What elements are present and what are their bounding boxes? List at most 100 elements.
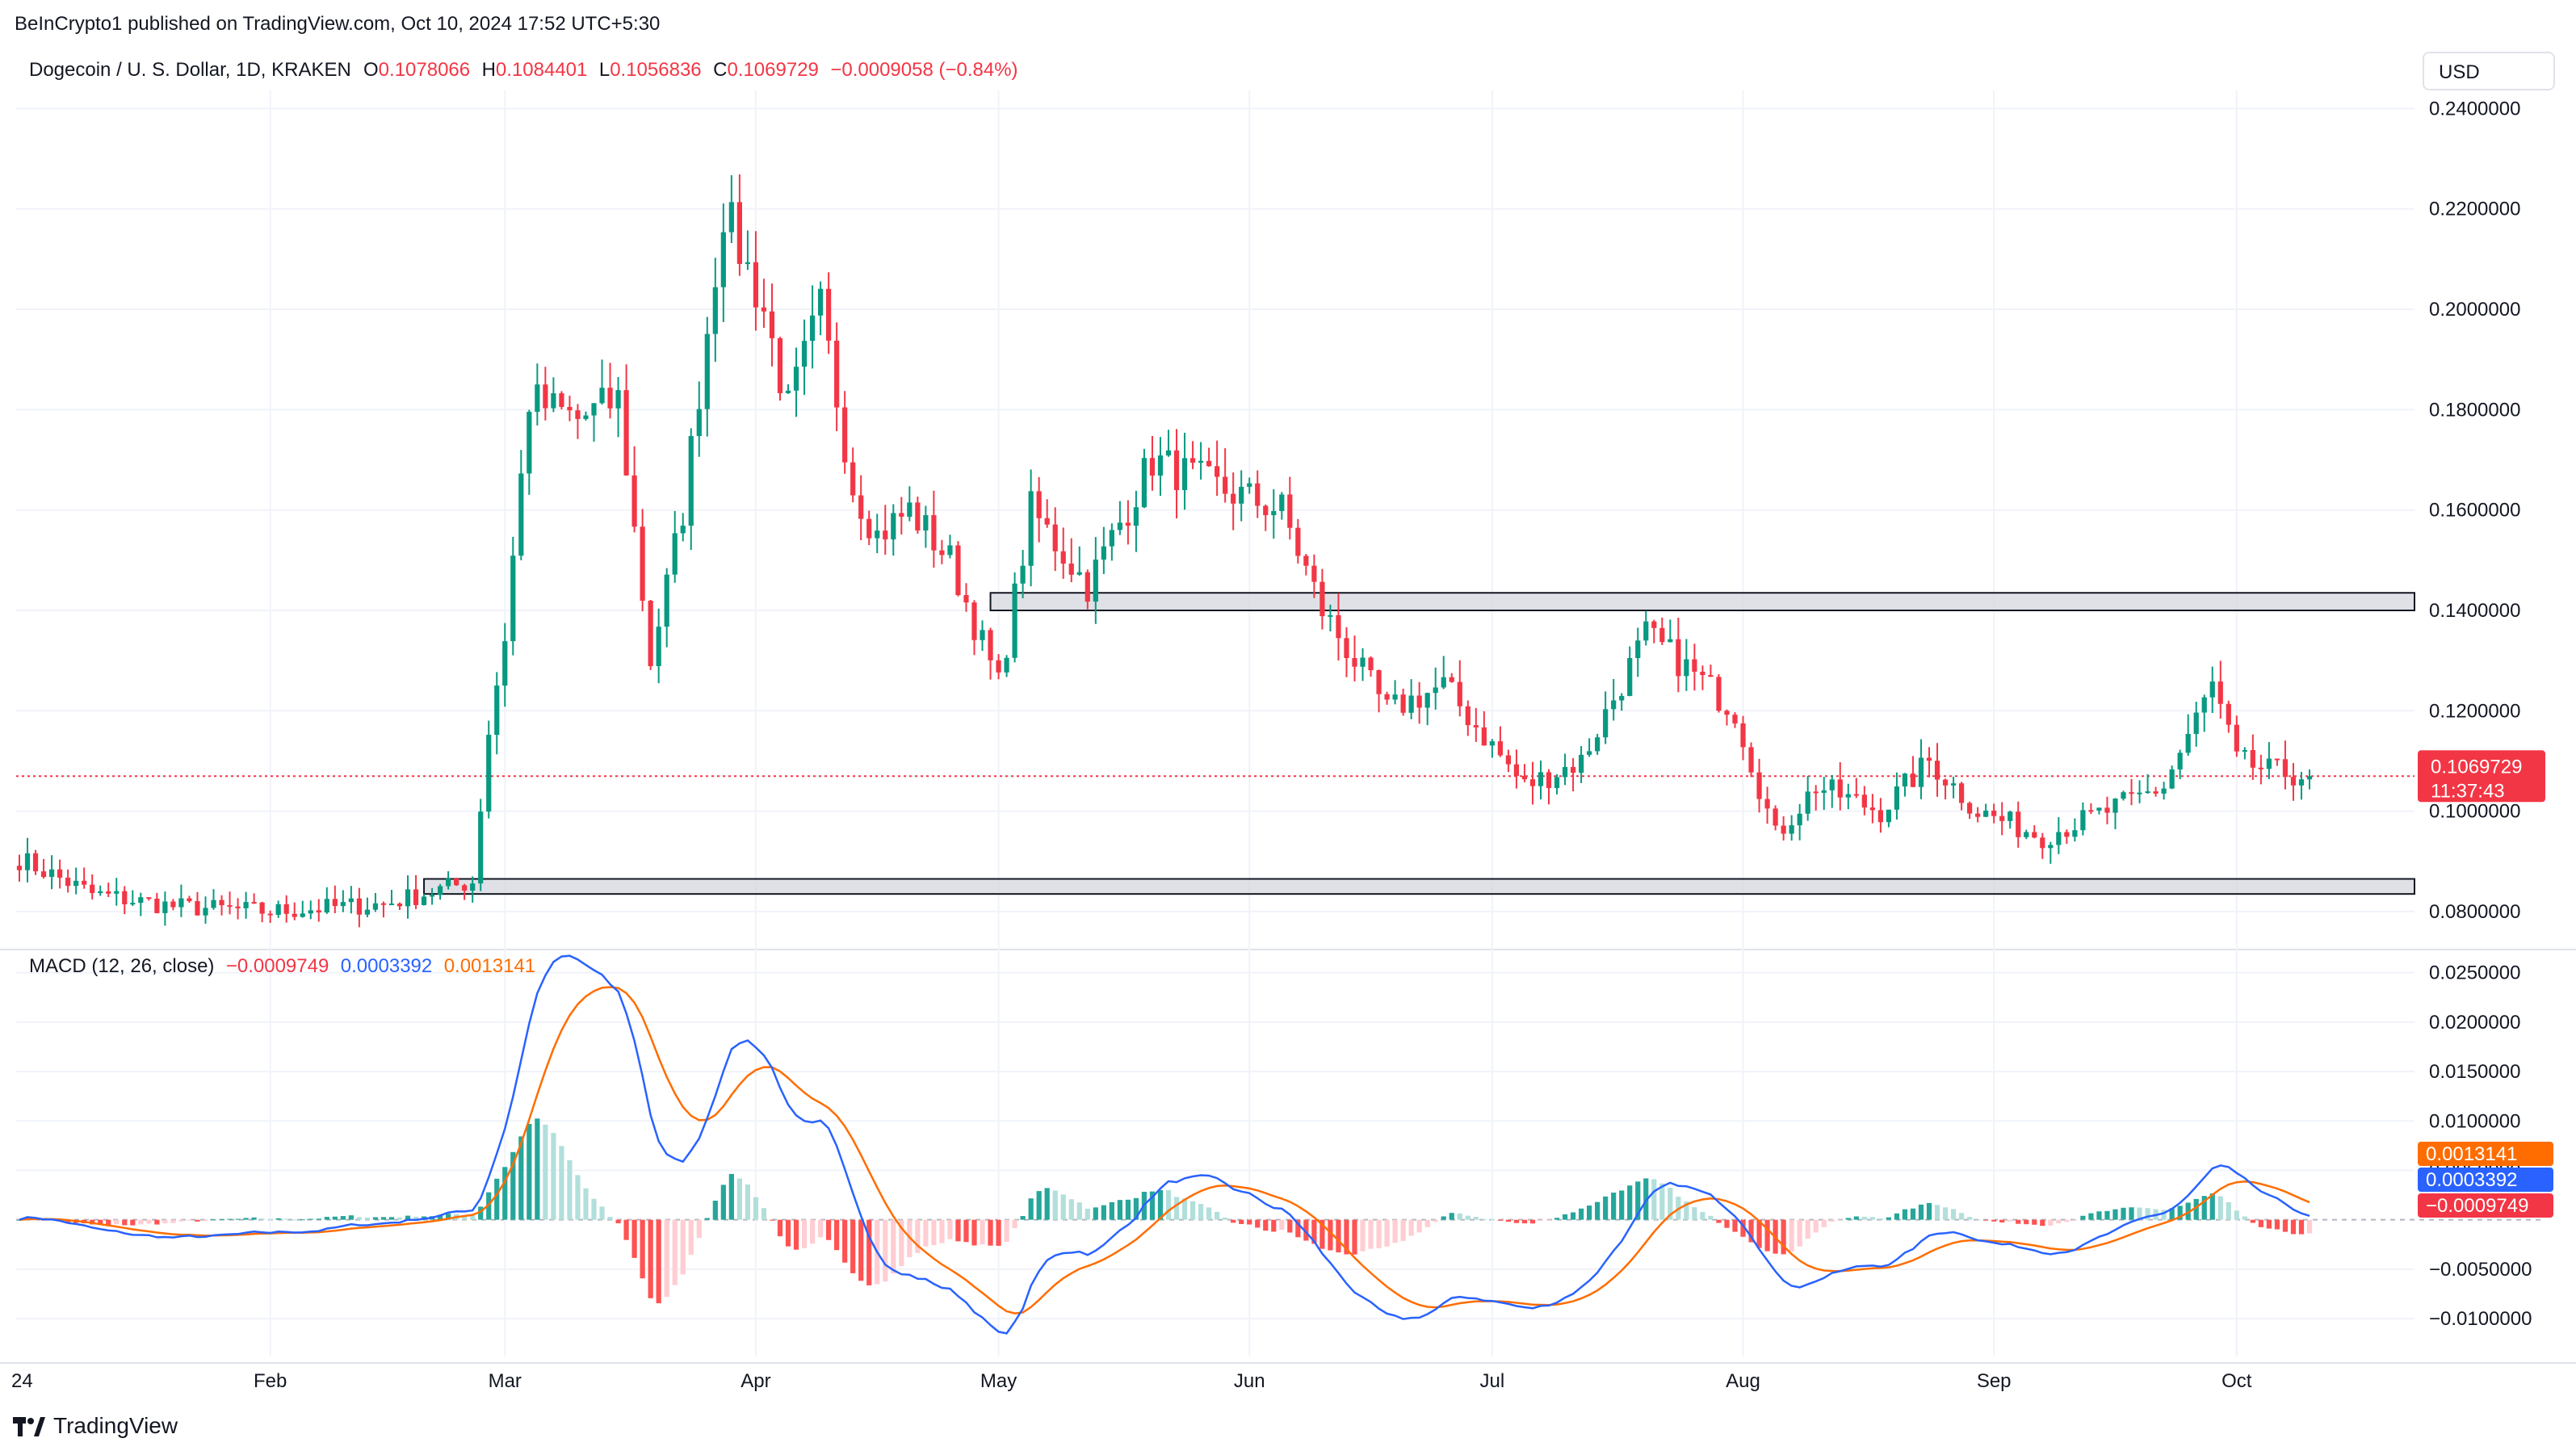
candle-body	[1036, 491, 1042, 518]
macd-histogram-bar	[324, 1217, 329, 1220]
price-tick-label: 0.2400000	[2429, 98, 2520, 120]
macd-histogram-bar	[146, 1219, 152, 1224]
macd-histogram-bar	[1805, 1219, 1810, 1239]
candle-body	[761, 307, 767, 312]
candle-body	[1764, 799, 1770, 809]
candle-body	[259, 902, 265, 914]
candle-body	[801, 341, 808, 367]
macd-histogram-bar	[396, 1217, 403, 1220]
macd-histogram-bar	[1206, 1207, 1212, 1220]
macd-histogram-bar	[1376, 1219, 1382, 1249]
candle-body	[65, 877, 71, 887]
candle-body	[1748, 747, 1754, 773]
macd-histogram-bar	[712, 1201, 718, 1220]
macd-histogram-bar	[947, 1219, 953, 1239]
candle-body	[1668, 639, 1673, 643]
macd-histogram-bar	[1926, 1202, 1932, 1220]
macd-histogram-bar	[688, 1219, 694, 1255]
macd-histogram-bar	[2072, 1219, 2078, 1221]
candle-body	[939, 550, 945, 556]
candle-body	[1457, 681, 1462, 707]
macd-histogram-bar	[817, 1219, 824, 1238]
candle-body	[2137, 792, 2142, 795]
macd-histogram-bar	[1295, 1219, 1301, 1238]
candle-body	[1651, 621, 1657, 628]
macd-histogram-bar	[1060, 1194, 1066, 1220]
macd-histogram-bar	[1627, 1185, 1633, 1220]
resistance-zone	[989, 592, 2415, 611]
candle-body	[680, 526, 686, 534]
macd-histogram-bar	[996, 1219, 1001, 1246]
macd-histogram-bar	[1497, 1219, 1503, 1221]
macd-histogram-bar	[704, 1218, 710, 1220]
macd-histogram-bar	[567, 1159, 573, 1220]
macd-histogram-bar	[470, 1215, 476, 1220]
candle-body	[1303, 556, 1309, 566]
candle-body	[518, 473, 524, 556]
candle-body	[1950, 783, 1957, 786]
candle-body	[753, 262, 759, 308]
candle-body	[1975, 813, 1981, 817]
candle-body	[883, 530, 888, 540]
candle-body	[154, 899, 160, 913]
candle-body	[664, 574, 669, 627]
macd-histogram-bar	[1708, 1215, 1714, 1220]
candle-body	[1247, 483, 1252, 487]
macd-histogram-bar	[405, 1215, 411, 1220]
macd-histogram-bar	[227, 1218, 233, 1220]
candle-body	[1894, 786, 1900, 810]
tradingview-logo[interactable]: TradingView	[13, 1410, 178, 1442]
candle-body	[1311, 565, 1317, 582]
macd-histogram-bar	[883, 1219, 888, 1282]
candle-body	[777, 338, 783, 393]
price-tick-label: 0.1400000	[2429, 600, 2520, 622]
candle-body	[2234, 724, 2239, 752]
macd-histogram-bar	[413, 1216, 419, 1220]
candle-body	[219, 899, 224, 906]
candle-body	[2104, 807, 2110, 813]
macd-histogram-bar	[2266, 1219, 2272, 1229]
candle-body	[24, 853, 31, 870]
candle-body	[1020, 565, 1026, 584]
macd-histogram-bar	[2121, 1207, 2126, 1220]
macd-histogram-bar	[122, 1219, 128, 1226]
candle-body	[858, 495, 864, 519]
candle-body	[583, 415, 589, 419]
macd-histogram-bar	[1668, 1187, 1673, 1220]
macd-histogram-bar	[243, 1218, 249, 1220]
candle-body	[551, 393, 556, 409]
candle-body	[559, 393, 564, 407]
macd-histogram-bar	[1360, 1219, 1366, 1252]
macd-histogram-bar	[1157, 1189, 1164, 1220]
currency-button[interactable]: USD	[2423, 52, 2555, 90]
candle-body	[1255, 483, 1261, 506]
price-tick-label: 0.2200000	[2429, 199, 2520, 220]
month-label: Oct	[2221, 1370, 2252, 1392]
macd-histogram-bar	[1481, 1218, 1487, 1220]
candle-body	[793, 367, 799, 391]
macd-histogram-bar	[1352, 1219, 1357, 1255]
macd-histogram-bar	[745, 1184, 751, 1220]
macd-histogram-bar	[1457, 1213, 1462, 1220]
candle-body	[1869, 807, 1875, 811]
macd-histogram-bar	[2274, 1219, 2280, 1230]
macd-histogram-bar	[955, 1219, 961, 1242]
macd-histogram-bar	[2177, 1206, 2183, 1220]
macd-histogram-bar	[1036, 1191, 1042, 1220]
candle-body	[1983, 810, 1989, 817]
candle-body	[2250, 749, 2255, 768]
candle-body	[728, 202, 734, 233]
support-zone	[423, 878, 2415, 895]
macd-histogram-bar	[106, 1219, 111, 1225]
candle-body	[2064, 832, 2070, 837]
macd-histogram-bar	[1894, 1213, 1900, 1220]
macd-histogram-bar	[2104, 1210, 2110, 1220]
candle-body	[396, 904, 403, 907]
month-label: Apr	[740, 1370, 770, 1392]
macd-histogram-bar	[1505, 1219, 1512, 1222]
candle-body	[1109, 530, 1114, 547]
macd-histogram-bar	[591, 1198, 597, 1220]
candle-body	[1676, 639, 1681, 677]
macd-histogram-bar	[2250, 1219, 2255, 1223]
